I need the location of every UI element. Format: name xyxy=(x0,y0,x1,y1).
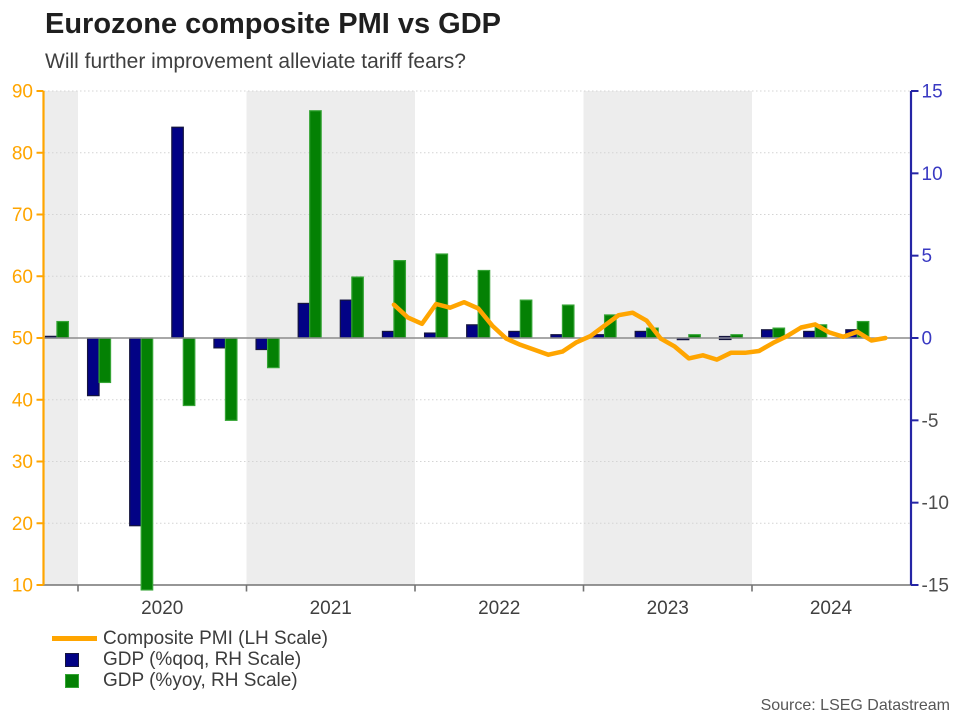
gdp-qoq-bar xyxy=(86,337,100,397)
left-axis-tick-label: 40 xyxy=(12,390,33,411)
left-axis-tick-label: 20 xyxy=(12,514,33,535)
legend-swatch-pmi xyxy=(52,636,97,641)
legend-item-gdp-qoq: GDP (%qoq, RH Scale) xyxy=(52,649,328,670)
gdp-yoy-bar xyxy=(224,337,238,421)
legend-label-pmi: Composite PMI (LH Scale) xyxy=(103,627,328,649)
right-axis-tick-label: 0 xyxy=(922,329,933,350)
left-axis-tick-label: 90 xyxy=(12,82,33,103)
x-axis-year-label: 2022 xyxy=(478,598,520,619)
chart-subtitle: Will further improvement alleviate tarif… xyxy=(45,50,466,73)
gdp-yoy-bar xyxy=(140,337,154,591)
gdp-yoy-bar xyxy=(561,304,575,339)
gdp-qoq-bar xyxy=(508,330,521,339)
gdp-yoy-bar xyxy=(266,337,280,369)
left-axis-tick-label: 30 xyxy=(12,452,33,473)
left-axis-tick-label: 80 xyxy=(12,143,33,164)
x-axis-year-label: 2020 xyxy=(141,598,183,619)
gdp-qoq-bar xyxy=(381,330,395,339)
right-axis-tick-label: -15 xyxy=(922,576,949,597)
gdp-qoq-bar xyxy=(466,324,479,339)
legend-item-pmi: Composite PMI (LH Scale) xyxy=(52,628,328,649)
legend-item-gdp-yoy: GDP (%yoy, RH Scale) xyxy=(52,670,328,691)
chart-title: Eurozone composite PMI vs GDP xyxy=(45,8,502,40)
legend-swatch-gdp-yoy xyxy=(65,673,79,688)
legend-swatch-box xyxy=(52,652,97,667)
gdp-yoy-bar xyxy=(519,299,533,339)
right-axis-tick-label: 5 xyxy=(922,246,933,267)
legend-swatch-box xyxy=(52,636,97,641)
left-axis-tick-label: 70 xyxy=(12,205,33,226)
gdp-qoq-bar xyxy=(803,330,816,339)
legend: Composite PMI (LH Scale) GDP (%qoq, RH S… xyxy=(52,628,328,691)
right-axis-tick-label: -5 xyxy=(922,411,939,432)
legend-swatch-gdp-qoq xyxy=(65,652,79,667)
legend-label-gdp-qoq: GDP (%qoq, RH Scale) xyxy=(103,648,302,670)
gdp-yoy-bar xyxy=(393,260,407,339)
gdp-qoq-bar xyxy=(171,126,184,339)
gdp-qoq-bar xyxy=(634,330,648,339)
x-axis-year-label: 2021 xyxy=(310,598,352,619)
gdp-yoy-bar xyxy=(477,269,491,339)
gdp-qoq-bar xyxy=(760,329,774,339)
gdp-yoy-bar xyxy=(351,276,364,339)
left-axis-tick-label: 60 xyxy=(12,267,33,288)
legend-label-gdp-yoy: GDP (%yoy, RH Scale) xyxy=(103,669,298,691)
gdp-qoq-bar xyxy=(297,302,311,339)
gdp-yoy-bar xyxy=(98,337,112,384)
gdp-yoy-bar xyxy=(435,253,449,339)
left-axis-tick-label: 50 xyxy=(12,329,33,350)
legend-swatch-box xyxy=(52,673,97,688)
x-axis-year-label: 2024 xyxy=(810,598,853,619)
x-axis-year-label: 2023 xyxy=(647,598,689,619)
gdp-yoy-bar xyxy=(56,320,70,339)
gdp-qoq-bar xyxy=(339,299,353,339)
right-axis-tick-label: 10 xyxy=(922,164,943,185)
gdp-qoq-bar xyxy=(213,337,227,349)
gdp-qoq-bar xyxy=(129,337,142,527)
gdp-yoy-bar xyxy=(182,337,196,407)
source-note: Source: LSEG Datastream xyxy=(760,697,950,714)
pmi-line xyxy=(391,299,888,362)
right-axis-tick-label: 15 xyxy=(922,82,943,103)
left-axis-tick-label: 10 xyxy=(12,576,33,597)
gdp-qoq-bar xyxy=(255,337,269,351)
gdp-yoy-bar xyxy=(309,110,322,339)
right-axis-tick-label: -10 xyxy=(922,493,949,514)
